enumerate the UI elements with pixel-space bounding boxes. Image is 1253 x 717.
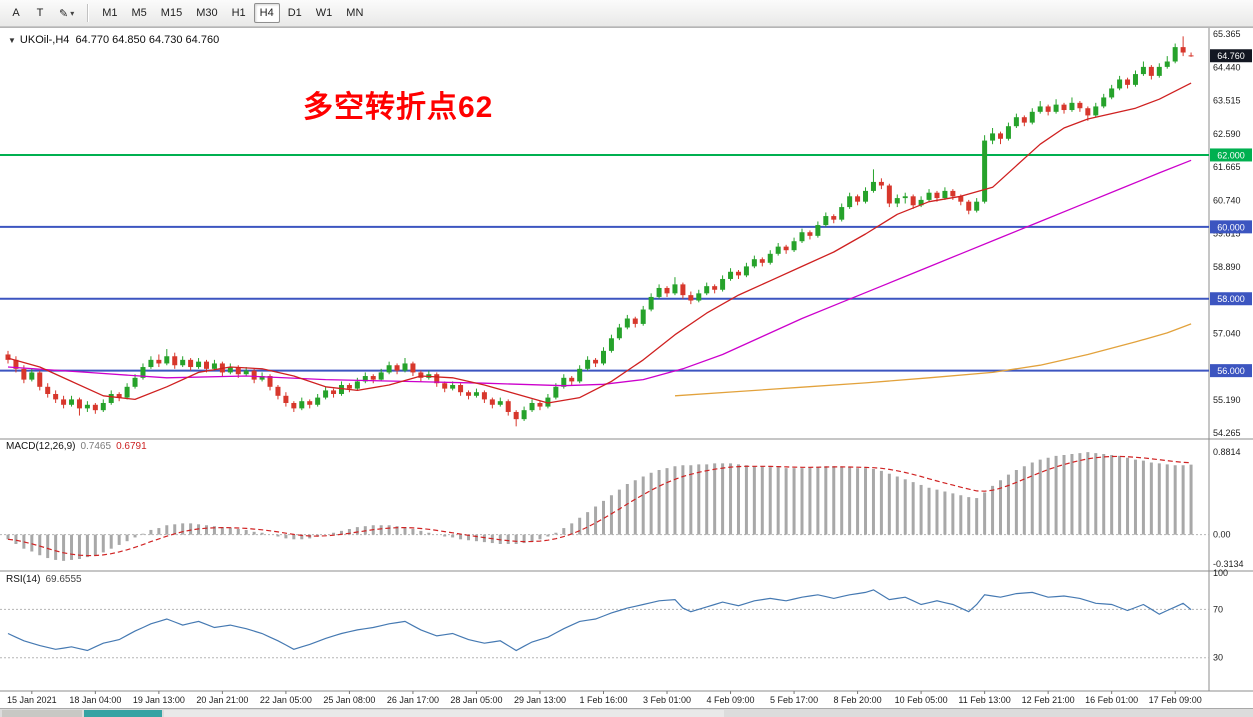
cursor-tool-button[interactable]: A bbox=[5, 3, 27, 23]
svg-text:11 Feb 13:00: 11 Feb 13:00 bbox=[958, 695, 1010, 705]
svg-text:61.665: 61.665 bbox=[1213, 162, 1241, 172]
svg-text:57.040: 57.040 bbox=[1213, 328, 1241, 338]
chart-annotation[interactable]: 多空转折点62 bbox=[303, 91, 494, 124]
svg-text:0.8814: 0.8814 bbox=[1213, 447, 1241, 457]
svg-text:17 Feb 09:00: 17 Feb 09:00 bbox=[1149, 695, 1202, 705]
svg-text:-0.3134: -0.3134 bbox=[1213, 559, 1244, 569]
text-tool-button[interactable]: T bbox=[29, 3, 51, 23]
svg-text:62.000: 62.000 bbox=[1217, 150, 1245, 160]
svg-text:70: 70 bbox=[1213, 604, 1223, 614]
price-axis-badges: 62.000 60.000 58.000 56.000 64.760 bbox=[1210, 49, 1252, 378]
draw-tool-button[interactable]: ✎ ▾ bbox=[53, 3, 80, 23]
price-axis-labels: 65.365 64.440 63.515 62.590 61.665 60.740 59.8… bbox=[1213, 29, 1241, 438]
svg-text:63.515: 63.515 bbox=[1213, 96, 1241, 106]
ma-mid-line bbox=[7, 159, 1192, 387]
svg-text:60.000: 60.000 bbox=[1217, 222, 1245, 232]
svg-text:16 Feb 01:00: 16 Feb 01:00 bbox=[1085, 695, 1138, 705]
chart-tab[interactable] bbox=[164, 710, 724, 717]
svg-text:4 Feb 09:00: 4 Feb 09:00 bbox=[707, 695, 755, 705]
macd-label: MACD(12,26,9) 0.7465 0.6791 bbox=[6, 441, 147, 452]
macd-axis-labels: 0.8814 0.00 -0.3134 bbox=[1213, 447, 1244, 569]
timeframe-d1-button[interactable]: D1 bbox=[282, 3, 308, 23]
symbol-name: UKOil-,H4 bbox=[19, 34, 70, 46]
macd-histogram bbox=[0, 452, 1209, 561]
time-axis-labels: 15 Jan 2021 18 Jan 04:00 19 Jan 13:00 20 Ja… bbox=[7, 691, 1202, 705]
svg-text:25 Jan 08:00: 25 Jan 08:00 bbox=[323, 695, 375, 705]
rsi-line bbox=[7, 589, 1192, 652]
timeframe-w1-button[interactable]: W1 bbox=[310, 3, 339, 23]
candlestick-series bbox=[5, 36, 1194, 427]
svg-text:64.760: 64.760 bbox=[1217, 51, 1245, 61]
svg-text:60.740: 60.740 bbox=[1213, 195, 1241, 205]
rsi-label: RSI(14) 69.6555 bbox=[6, 574, 82, 585]
ma-fast-line bbox=[7, 82, 1192, 404]
svg-text:20 Jan 21:00: 20 Jan 21:00 bbox=[196, 695, 248, 705]
svg-text:8 Feb 20:00: 8 Feb 20:00 bbox=[834, 695, 882, 705]
chevron-down-icon: ▾ bbox=[70, 8, 75, 18]
svg-text:59.815: 59.815 bbox=[1213, 229, 1241, 239]
timeframe-m5-button[interactable]: M5 bbox=[126, 3, 153, 23]
svg-text:1 Feb 16:00: 1 Feb 16:00 bbox=[579, 695, 627, 705]
svg-text:65.365: 65.365 bbox=[1213, 29, 1241, 39]
macd-signal-value: 0.6791 bbox=[116, 441, 147, 452]
svg-text:3 Feb 01:00: 3 Feb 01:00 bbox=[643, 695, 691, 705]
timeframe-m15-button[interactable]: M15 bbox=[155, 3, 188, 23]
rsi-pane bbox=[0, 589, 1209, 659]
svg-text:0.00: 0.00 bbox=[1213, 530, 1231, 540]
rsi-name: RSI(14) bbox=[6, 574, 41, 585]
chart-tabs-bar bbox=[0, 708, 1253, 717]
pencil-icon: ✎ bbox=[59, 7, 69, 20]
timeframe-h1-button[interactable]: H1 bbox=[226, 3, 252, 23]
chart-window: 65.365 64.440 63.515 62.590 61.665 60.740 59.8… bbox=[0, 27, 1253, 708]
timeframe-mn-button[interactable]: MN bbox=[340, 3, 369, 23]
svg-text:58.000: 58.000 bbox=[1217, 294, 1245, 304]
svg-text:55.190: 55.190 bbox=[1213, 395, 1241, 405]
timeframe-m1-button[interactable]: M1 bbox=[96, 3, 123, 23]
symbol-dropdown-icon[interactable]: ▼ bbox=[8, 36, 16, 45]
svg-text:22 Jan 05:00: 22 Jan 05:00 bbox=[260, 695, 312, 705]
svg-text:54.265: 54.265 bbox=[1213, 428, 1241, 438]
svg-text:58.890: 58.890 bbox=[1213, 262, 1241, 272]
svg-text:15 Jan 2021: 15 Jan 2021 bbox=[7, 695, 57, 705]
macd-value: 0.7465 bbox=[80, 441, 112, 452]
svg-text:10 Feb 05:00: 10 Feb 05:00 bbox=[895, 695, 948, 705]
chart-canvas[interactable]: 65.365 64.440 63.515 62.590 61.665 60.740 59.8… bbox=[0, 28, 1253, 709]
chart-tab[interactable] bbox=[2, 710, 82, 717]
svg-text:28 Jan 05:00: 28 Jan 05:00 bbox=[450, 695, 502, 705]
svg-text:29 Jan 13:00: 29 Jan 13:00 bbox=[514, 695, 566, 705]
toolbar-separator bbox=[87, 4, 90, 22]
svg-text:26 Jan 17:00: 26 Jan 17:00 bbox=[387, 695, 439, 705]
chart-tab-active[interactable] bbox=[84, 710, 162, 717]
macd-name: MACD(12,26,9) bbox=[6, 441, 76, 452]
toolbar: A T ✎ ▾ M1 M5 M15 M30 H1 H4 D1 W1 MN bbox=[0, 0, 1253, 27]
ma-slow-line bbox=[674, 323, 1192, 397]
svg-text:64.440: 64.440 bbox=[1213, 62, 1241, 72]
svg-text:12 Feb 21:00: 12 Feb 21:00 bbox=[1022, 695, 1075, 705]
rsi-axis-labels: 100 70 30 bbox=[1213, 568, 1228, 663]
macd-signal-line bbox=[7, 455, 1192, 557]
timeframe-h4-button[interactable]: H4 bbox=[253, 3, 280, 23]
timeframe-m30-button[interactable]: M30 bbox=[190, 3, 223, 23]
svg-text:18 Jan 04:00: 18 Jan 04:00 bbox=[69, 695, 121, 705]
chart-title: ▼ UKOil-,H4 64.770 64.850 64.730 64.760 bbox=[8, 34, 219, 46]
svg-text:5 Feb 17:00: 5 Feb 17:00 bbox=[770, 695, 818, 705]
svg-text:30: 30 bbox=[1213, 653, 1223, 663]
ohlc-values: 64.770 64.850 64.730 64.760 bbox=[75, 34, 220, 46]
svg-text:62.590: 62.590 bbox=[1213, 129, 1241, 139]
svg-text:100: 100 bbox=[1213, 568, 1228, 578]
rsi-value: 69.6555 bbox=[45, 574, 82, 585]
pane-separators bbox=[0, 28, 1253, 692]
svg-text:19 Jan 13:00: 19 Jan 13:00 bbox=[133, 695, 185, 705]
price-level-lines[interactable] bbox=[0, 153, 1209, 372]
svg-text:56.000: 56.000 bbox=[1217, 366, 1245, 376]
